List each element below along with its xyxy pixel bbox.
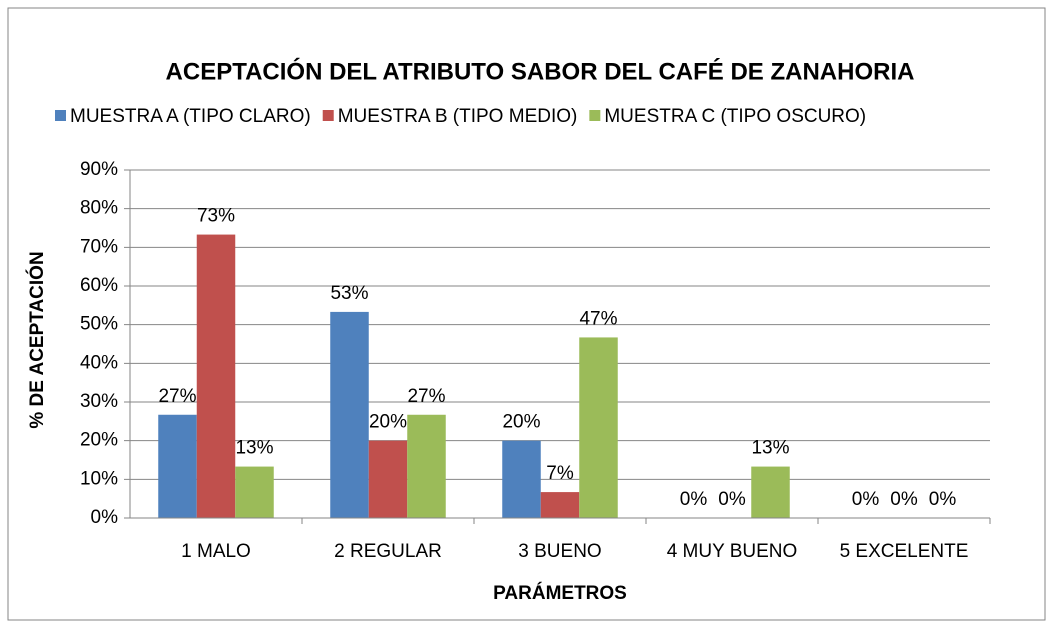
x-tick-label: 1 MALO: [181, 541, 251, 562]
data-label: 0%: [852, 489, 880, 510]
data-label: 20%: [502, 412, 540, 433]
bar: [540, 492, 580, 518]
data-label: 13%: [235, 438, 273, 459]
legend-label: MUESTRA B (TIPO MEDIO): [338, 106, 578, 127]
x-tick-label: 5 EXCELENTE: [840, 541, 969, 562]
bar: [235, 466, 274, 518]
y-tick-label: 60%: [80, 275, 118, 296]
bar: [407, 414, 446, 518]
data-label: 53%: [330, 283, 368, 304]
bar: [751, 466, 790, 518]
data-label: 27%: [158, 386, 196, 407]
x-tick-label: 3 BUENO: [518, 541, 601, 562]
bar: [502, 440, 541, 518]
data-label: 0%: [929, 489, 957, 510]
legend-label: MUESTRA A (TIPO CLARO): [70, 106, 311, 127]
chart-title: ACEPTACIÓN DEL ATRIBUTO SABOR DEL CAFÉ D…: [166, 57, 915, 85]
y-tick-label: 10%: [80, 468, 118, 489]
y-tick-label: 70%: [80, 236, 118, 257]
x-axis-title: PARÁMETROS: [493, 582, 627, 604]
data-label: 7%: [546, 463, 574, 484]
chart-frame: [7, 7, 1046, 621]
y-tick-label: 90%: [80, 159, 118, 180]
legend-swatch: [589, 110, 601, 121]
data-label: 13%: [751, 438, 789, 459]
y-tick-label: 0%: [91, 507, 119, 528]
data-label: 0%: [890, 489, 918, 510]
data-label: 0%: [680, 489, 708, 510]
y-tick-label: 20%: [80, 430, 118, 451]
data-label: 47%: [579, 308, 617, 329]
y-axis-title: % DE ACEPTACIÓN: [26, 251, 48, 428]
y-tick-label: 30%: [80, 391, 118, 412]
x-tick-label: 4 MUY BUENO: [667, 541, 798, 562]
x-tick-label: 2 REGULAR: [334, 541, 442, 562]
bar: [158, 414, 197, 518]
legend-swatch: [55, 110, 66, 121]
data-label: 0%: [718, 489, 746, 510]
y-tick-label: 80%: [80, 198, 118, 219]
data-label: 27%: [407, 386, 445, 407]
data-label: 20%: [369, 412, 407, 433]
bar: [330, 311, 369, 518]
legend-swatch: [322, 110, 334, 121]
data-label: 73%: [197, 206, 235, 227]
legend-label: MUESTRA C (TIPO OSCURO): [604, 106, 866, 127]
bar: [579, 337, 618, 518]
y-tick-label: 40%: [80, 352, 118, 373]
y-tick-label: 50%: [80, 314, 118, 335]
bar: [368, 440, 408, 518]
bar: [196, 234, 236, 518]
